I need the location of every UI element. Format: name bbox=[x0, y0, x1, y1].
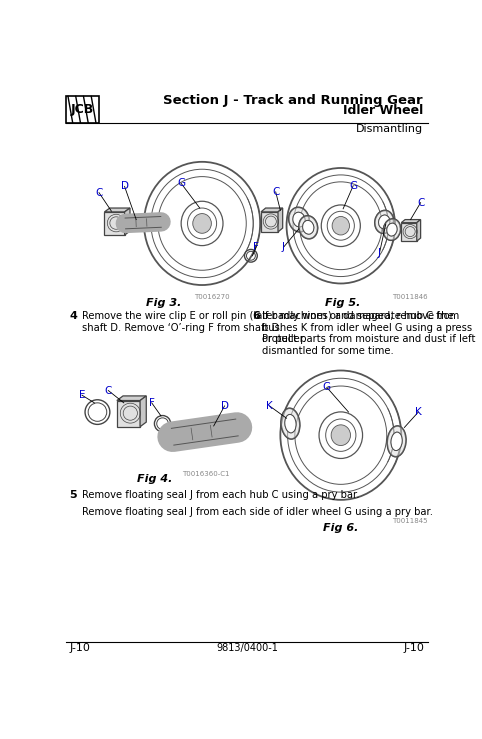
Text: C: C bbox=[272, 187, 280, 197]
Bar bbox=[117, 401, 140, 426]
Bar bbox=[105, 212, 124, 235]
Text: C: C bbox=[95, 188, 103, 197]
Ellipse shape bbox=[387, 223, 397, 236]
Text: Fig 5.: Fig 5. bbox=[325, 298, 361, 307]
Text: J-10: J-10 bbox=[69, 644, 91, 653]
Ellipse shape bbox=[285, 415, 296, 433]
Text: G: G bbox=[177, 178, 185, 188]
Text: F: F bbox=[149, 398, 155, 408]
Ellipse shape bbox=[391, 432, 402, 451]
Polygon shape bbox=[124, 208, 130, 235]
Ellipse shape bbox=[332, 217, 349, 235]
Text: T0011846: T0011846 bbox=[392, 293, 428, 299]
Text: Protect parts from moisture and dust if left dismantled for some time.: Protect parts from moisture and dust if … bbox=[262, 334, 475, 356]
Polygon shape bbox=[278, 208, 282, 232]
Text: J: J bbox=[282, 242, 285, 252]
Polygon shape bbox=[401, 219, 421, 222]
Text: C: C bbox=[417, 197, 424, 208]
Text: Remove floating seal J from each hub C using a pry bar.: Remove floating seal J from each hub C u… bbox=[82, 490, 360, 500]
Text: J-10: J-10 bbox=[403, 644, 425, 653]
Polygon shape bbox=[117, 396, 146, 401]
Text: 4: 4 bbox=[69, 311, 78, 321]
Bar bbox=[67, 96, 99, 123]
Ellipse shape bbox=[293, 212, 305, 227]
Ellipse shape bbox=[331, 425, 350, 446]
Ellipse shape bbox=[281, 408, 300, 439]
Polygon shape bbox=[140, 396, 146, 426]
Text: Section J - Track and Running Gear: Section J - Track and Running Gear bbox=[163, 94, 423, 106]
Text: JCB: JCB bbox=[71, 103, 94, 116]
Ellipse shape bbox=[303, 220, 314, 234]
Text: 9813/0400-1: 9813/0400-1 bbox=[216, 644, 278, 653]
Ellipse shape bbox=[383, 219, 401, 240]
Text: D: D bbox=[120, 182, 129, 191]
Text: J: J bbox=[378, 248, 381, 258]
Text: C: C bbox=[105, 386, 112, 395]
Text: T0016360-C1: T0016360-C1 bbox=[182, 471, 229, 477]
Ellipse shape bbox=[387, 426, 406, 457]
Polygon shape bbox=[261, 208, 282, 212]
Ellipse shape bbox=[299, 216, 318, 239]
Ellipse shape bbox=[193, 214, 212, 234]
Bar bbox=[401, 222, 417, 241]
Polygon shape bbox=[417, 219, 421, 241]
Text: If badly worn or damaged, remove the bushes K from idler wheel G using a press o: If badly worn or damaged, remove the bus… bbox=[262, 311, 472, 344]
Text: G: G bbox=[323, 383, 331, 392]
Text: K: K bbox=[266, 401, 273, 411]
Text: F: F bbox=[254, 242, 259, 251]
Text: T0011845: T0011845 bbox=[392, 519, 428, 525]
Ellipse shape bbox=[375, 211, 394, 234]
Text: Remove the wire clip E or roll pin (later machines) and separate hub C from shaf: Remove the wire clip E or roll pin (late… bbox=[82, 311, 459, 333]
Text: 6: 6 bbox=[253, 311, 260, 321]
Polygon shape bbox=[105, 208, 130, 212]
Text: D: D bbox=[221, 401, 228, 411]
Bar bbox=[261, 212, 278, 232]
Text: Idler Wheel: Idler Wheel bbox=[343, 103, 423, 117]
Text: Fig 6.: Fig 6. bbox=[323, 522, 359, 533]
Ellipse shape bbox=[156, 220, 166, 223]
Ellipse shape bbox=[378, 215, 390, 229]
Ellipse shape bbox=[289, 208, 309, 232]
Text: Dismantling: Dismantling bbox=[356, 124, 423, 134]
Ellipse shape bbox=[229, 425, 244, 430]
Text: K: K bbox=[415, 407, 422, 417]
Text: G: G bbox=[349, 181, 357, 191]
Text: Fig 4.: Fig 4. bbox=[137, 474, 173, 484]
Text: T0016270: T0016270 bbox=[194, 293, 229, 299]
Text: Remove floating seal J from each side of idler wheel G using a pry bar.: Remove floating seal J from each side of… bbox=[82, 507, 433, 517]
Text: E: E bbox=[79, 390, 85, 400]
Text: Fig 3.: Fig 3. bbox=[146, 298, 181, 307]
Text: 5: 5 bbox=[69, 490, 77, 500]
